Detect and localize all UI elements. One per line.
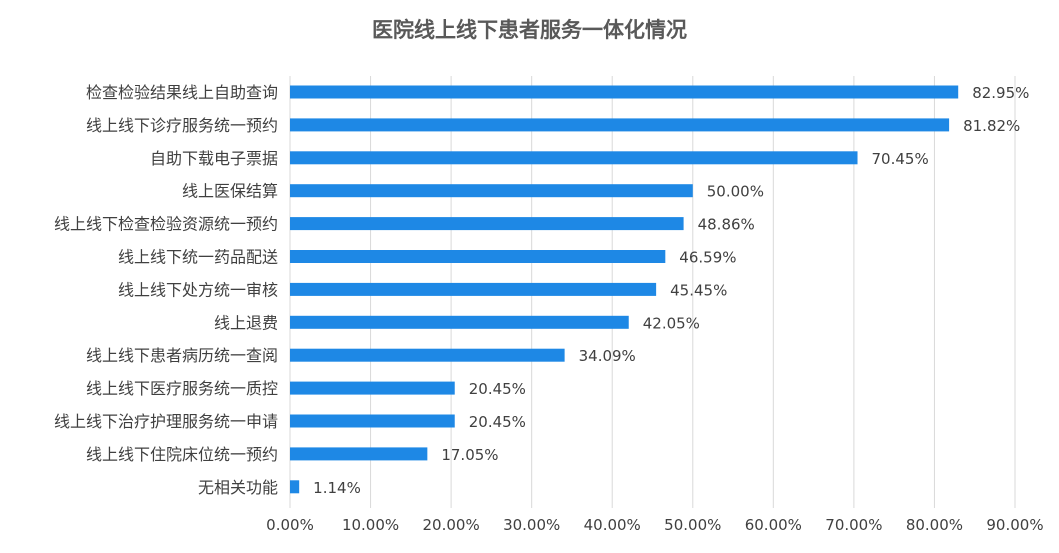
- bar-layer: [290, 85, 959, 494]
- bar: [290, 480, 300, 494]
- category-label: 线上线下医疗服务统一质控: [86, 379, 278, 398]
- bar: [290, 250, 666, 263]
- category-label: 自助下载电子票据: [150, 149, 278, 168]
- bar: [290, 184, 693, 198]
- x-tick-label: 60.00%: [745, 516, 802, 534]
- bar: [290, 315, 629, 329]
- data-label: 81.82%: [963, 117, 1020, 135]
- chart-title: 医院线上线下患者服务一体化情况: [372, 18, 687, 42]
- category-label: 线上线下统一药品配送: [118, 248, 278, 267]
- data-label: 46.59%: [679, 249, 736, 267]
- category-label: 检查检验结果线上自助查询: [86, 83, 278, 102]
- x-tick-label: 10.00%: [342, 516, 399, 534]
- bar: [290, 85, 959, 99]
- data-label: 34.09%: [579, 347, 636, 365]
- bar: [290, 414, 455, 428]
- category-label: 线上医保结算: [182, 182, 278, 201]
- data-label: 1.14%: [313, 479, 361, 497]
- bar: [290, 217, 684, 231]
- category-label: 线上线下治疗护理服务统一申请: [54, 412, 278, 431]
- data-label: 17.05%: [441, 446, 498, 464]
- category-label: 线上线下检查检验资源统一预约: [54, 215, 278, 234]
- bar: [290, 282, 657, 296]
- bar: [290, 118, 950, 132]
- data-label: 48.86%: [698, 216, 755, 234]
- bar: [290, 381, 455, 395]
- label-layer: 检查检验结果线上自助查询 82.95% 线上线下诊疗服务统一预约 81.82% 自助下载…: [54, 83, 1029, 497]
- category-label: 线上退费: [214, 313, 278, 332]
- data-label: 20.45%: [469, 413, 526, 431]
- category-label: 线上线下处方统一审核: [118, 280, 278, 299]
- category-label: 线上线下患者病历统一查阅: [86, 346, 278, 365]
- data-label: 20.45%: [469, 380, 526, 398]
- category-label: 线上线下诊疗服务统一预约: [86, 116, 278, 135]
- data-label: 82.95%: [972, 84, 1029, 102]
- data-label: 70.45%: [872, 150, 929, 168]
- bar: [290, 447, 428, 461]
- x-tick-label: 90.00%: [986, 516, 1043, 534]
- x-tick-label: 80.00%: [906, 516, 963, 534]
- x-tick-label: 50.00%: [664, 516, 721, 534]
- tick-layer: 0.00% 10.00% 20.00% 30.00% 40.00% 50.00% 60.00…: [266, 516, 1043, 534]
- x-tick-label: 20.00%: [423, 516, 480, 534]
- bar: [290, 348, 565, 362]
- category-label: 无相关功能: [198, 478, 278, 497]
- x-tick-label: 30.00%: [503, 516, 560, 534]
- data-label: 50.00%: [707, 183, 764, 201]
- x-tick-label: 0.00%: [266, 516, 314, 534]
- category-label: 线上线下住院床位统一预约: [86, 445, 278, 464]
- data-label: 45.45%: [670, 281, 727, 299]
- data-label: 42.05%: [643, 314, 700, 332]
- x-tick-label: 40.00%: [584, 516, 641, 534]
- bar: [290, 151, 858, 165]
- x-tick-label: 70.00%: [825, 516, 882, 534]
